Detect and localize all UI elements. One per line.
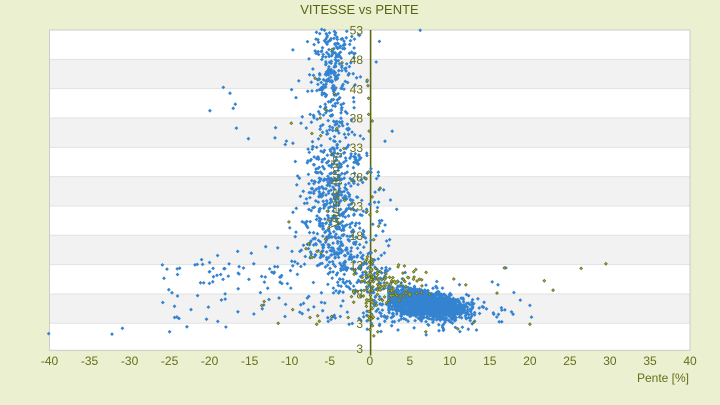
svg-text:-30: -30 <box>121 354 139 368</box>
svg-text:20: 20 <box>523 354 537 368</box>
svg-text:15: 15 <box>483 354 497 368</box>
svg-text:38: 38 <box>350 112 364 126</box>
svg-text:Vitesse [km/h]: Vitesse [km/h] <box>329 152 343 227</box>
svg-text:VITESSE vs PENTE: VITESSE vs PENTE <box>300 2 419 17</box>
svg-text:53: 53 <box>350 24 364 38</box>
svg-text:-10: -10 <box>281 354 299 368</box>
svg-text:30: 30 <box>603 354 617 368</box>
svg-text:48: 48 <box>350 53 364 67</box>
svg-text:23: 23 <box>350 200 364 214</box>
svg-text:3: 3 <box>356 317 363 331</box>
svg-text:8: 8 <box>356 288 363 302</box>
svg-text:-40: -40 <box>41 354 59 368</box>
svg-text:Pente [%]: Pente [%] <box>637 371 689 385</box>
svg-text:25: 25 <box>563 354 577 368</box>
svg-text:-25: -25 <box>161 354 179 368</box>
svg-text:-20: -20 <box>201 354 219 368</box>
svg-text:10: 10 <box>443 354 457 368</box>
svg-text:13: 13 <box>350 258 364 272</box>
svg-text:3: 3 <box>356 342 363 356</box>
svg-text:-15: -15 <box>241 354 259 368</box>
svg-text:40: 40 <box>683 354 697 368</box>
svg-text:5: 5 <box>406 354 413 368</box>
svg-text:0: 0 <box>366 354 373 368</box>
svg-text:35: 35 <box>643 354 657 368</box>
svg-text:28: 28 <box>350 170 364 184</box>
svg-text:-35: -35 <box>81 354 99 368</box>
svg-text:-5: -5 <box>324 354 335 368</box>
svg-text:33: 33 <box>350 141 364 155</box>
svg-text:43: 43 <box>350 82 364 96</box>
svg-text:18: 18 <box>350 229 364 243</box>
